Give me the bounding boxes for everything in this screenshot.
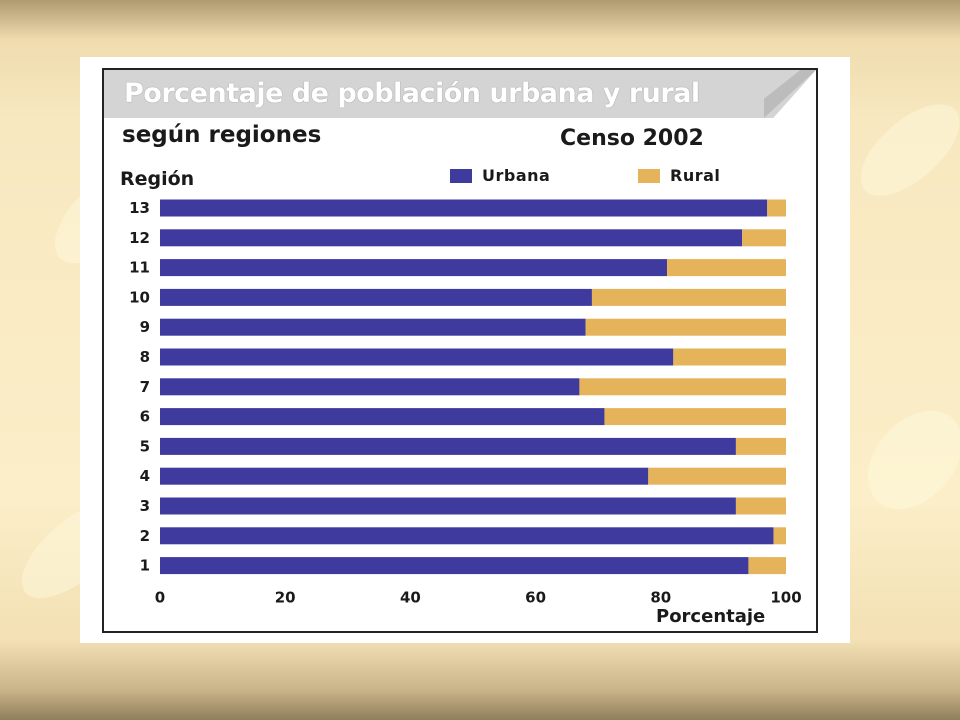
y-tick-label-region-5: 5	[140, 437, 150, 455]
x-tick-label-40: 40	[400, 589, 421, 607]
x-tick-label-60: 60	[525, 589, 546, 607]
y-tick-label-region-4: 4	[140, 467, 150, 485]
x-tick-label-100: 100	[770, 589, 801, 607]
x-axis-title: Porcentaje	[656, 606, 766, 627]
chart-frame: Porcentaje de población urbana y rural s…	[102, 68, 818, 633]
y-axis-title: Región	[120, 168, 195, 190]
bar-urbana-region-5	[160, 437, 736, 455]
bar-urbana-region-13	[160, 199, 768, 217]
x-tick-label-80: 80	[650, 589, 671, 607]
bar-rural-region-3	[735, 497, 786, 515]
y-tick-label-region-13: 13	[129, 199, 150, 217]
bar-rural-region-5	[735, 437, 786, 455]
x-tick-label-20: 20	[275, 589, 296, 607]
bar-rural-region-1	[748, 557, 786, 575]
bar-rural-region-6	[604, 408, 786, 426]
legend-item-rural: Rural	[638, 166, 720, 185]
y-tick-label-region-3: 3	[140, 497, 150, 515]
legend-swatch-urbana	[450, 168, 472, 183]
x-tick-label-0: 0	[155, 589, 165, 607]
y-tick-label-region-8: 8	[140, 348, 150, 366]
census-label: Censo 2002	[560, 126, 704, 151]
y-tick-label-region-11: 11	[129, 259, 150, 277]
bar-urbana-region-12	[160, 229, 743, 247]
y-tick-label-region-6: 6	[140, 408, 150, 426]
bar-rural-region-2	[773, 527, 786, 545]
y-tick-label-region-12: 12	[129, 229, 150, 247]
background-leaf	[843, 91, 960, 209]
bar-urbana-region-1	[160, 557, 749, 575]
bar-rural-region-8	[673, 348, 786, 366]
legend-swatch-rural	[638, 168, 660, 183]
bar-rural-region-12	[742, 229, 786, 247]
bar-rural-region-13	[767, 199, 786, 217]
bar-urbana-region-2	[160, 527, 774, 545]
background-leaf	[847, 395, 960, 525]
chart-title: Porcentaje de población urbana y rural	[124, 78, 700, 109]
legend-label-urbana: Urbana	[482, 166, 551, 185]
y-tick-label-region-2: 2	[140, 527, 150, 545]
bar-urbana-region-6	[160, 408, 605, 426]
bar-rural-region-10	[591, 288, 786, 306]
bar-rural-region-4	[648, 467, 786, 485]
legend-item-urbana: Urbana	[450, 166, 550, 185]
legend-label-rural: Rural	[670, 166, 721, 185]
chart-title-band	[104, 70, 816, 118]
bar-urbana-region-10	[160, 288, 592, 306]
bar-urbana-region-8	[160, 348, 674, 366]
bar-urbana-region-7	[160, 378, 580, 396]
y-tick-label-region-7: 7	[140, 378, 150, 396]
y-tick-label-region-10: 10	[129, 288, 150, 306]
bar-rural-region-7	[579, 378, 786, 396]
y-tick-label-region-9: 9	[140, 318, 150, 336]
bar-urbana-region-4	[160, 467, 649, 485]
y-tick-label-region-1: 1	[140, 557, 150, 575]
chart-subtitle: según regiones	[122, 122, 322, 148]
bar-rural-region-11	[667, 259, 786, 277]
bar-urbana-region-11	[160, 259, 668, 277]
bar-urbana-region-3	[160, 497, 736, 515]
bar-rural-region-9	[585, 318, 786, 336]
bar-urbana-region-9	[160, 318, 586, 336]
